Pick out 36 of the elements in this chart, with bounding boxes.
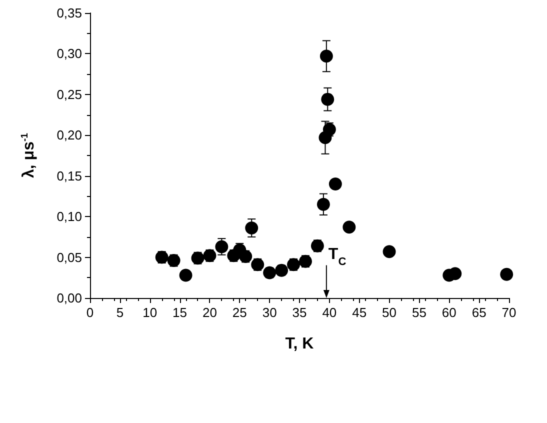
x-tick-label: 35 — [292, 305, 307, 320]
x-tick-label: 65 — [472, 305, 486, 320]
y-tick-label: 0,25 — [56, 86, 82, 102]
point — [328, 178, 342, 190]
y-tick-label: 0,00 — [56, 290, 82, 306]
ref-line-label: T$_{C}$ — [328, 246, 346, 268]
x-tick-label: 5 — [116, 305, 124, 320]
point — [245, 221, 258, 234]
point — [179, 268, 192, 282]
y-tick-label: 0,30 — [56, 46, 82, 62]
x-tick-label: 25 — [232, 305, 247, 320]
x-tick-label: 30 — [262, 305, 277, 320]
y-tick-label: 0,15 — [56, 168, 82, 184]
y-axis-title: λ, μs-1 — [20, 132, 38, 178]
x-tick-label: 0 — [86, 305, 94, 320]
x-tick-label: 10 — [142, 305, 158, 320]
x-tick-label: 50 — [382, 305, 397, 320]
point — [382, 245, 396, 258]
point — [448, 267, 462, 280]
y-tick-label: 0,20 — [56, 128, 82, 143]
x-tick-label: 45 — [352, 305, 367, 320]
x-tick-label: 20 — [202, 305, 217, 320]
x-tick-label: 60 — [442, 305, 456, 320]
point — [500, 268, 514, 281]
y-tick-label: 0,35 — [56, 6, 82, 20]
x-tick-label: 55 — [412, 305, 426, 320]
y-tick-label: 0,10 — [56, 209, 82, 224]
x-tick-label: 70 — [502, 305, 516, 320]
x-tick-label: 40 — [322, 305, 337, 320]
x-tick-label: 15 — [172, 305, 188, 320]
x-axis-title: T, K — [285, 336, 314, 352]
point — [321, 92, 334, 106]
point — [316, 198, 330, 211]
point — [342, 220, 356, 234]
point — [320, 50, 333, 63]
y-tick-label: 0,05 — [56, 250, 82, 265]
